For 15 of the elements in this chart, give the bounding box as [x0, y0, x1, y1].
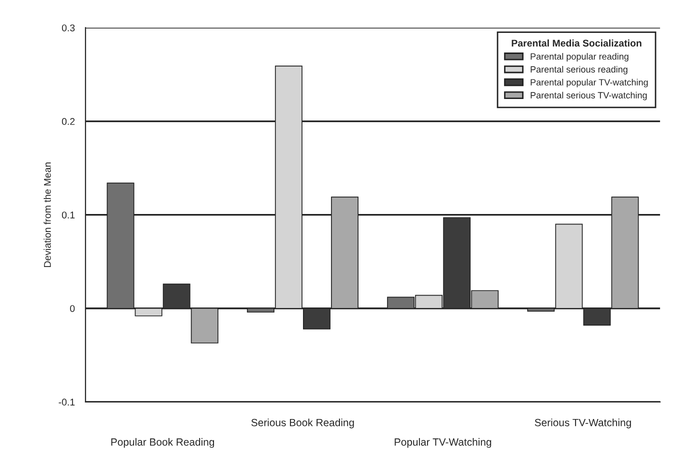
y-tick-label: 0.2	[62, 118, 75, 125]
y-tick-label: 0.1	[62, 212, 75, 218]
legend-label: Parental serious TV-watching	[530, 92, 647, 100]
x-tick-label: Popular TV-Watching	[394, 438, 492, 448]
y-tick-label: -0.1	[58, 398, 75, 406]
y-axis-title: Deviation from the Mean	[44, 162, 51, 267]
legend-label: Parental popular reading	[530, 53, 628, 62]
legend-label: Parental serious reading	[530, 66, 628, 74]
x-tick-label: Serious Book Reading	[251, 418, 354, 428]
legend-label: Parental popular TV-watching	[530, 78, 648, 88]
x-tick-label: Serious TV-Watching	[534, 418, 631, 428]
y-tick-label: 0	[70, 305, 75, 312]
y-tick-label: 0.3	[62, 24, 75, 32]
x-tick-label: Popular Book Reading	[111, 438, 214, 448]
legend-title: Parental Media Socialization	[512, 39, 642, 47]
